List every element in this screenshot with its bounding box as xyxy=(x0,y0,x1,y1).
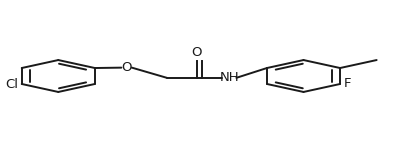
Text: NH: NH xyxy=(219,71,238,84)
Text: O: O xyxy=(121,61,132,74)
Text: F: F xyxy=(342,78,350,90)
Text: O: O xyxy=(191,46,202,59)
Text: Cl: Cl xyxy=(6,78,18,91)
